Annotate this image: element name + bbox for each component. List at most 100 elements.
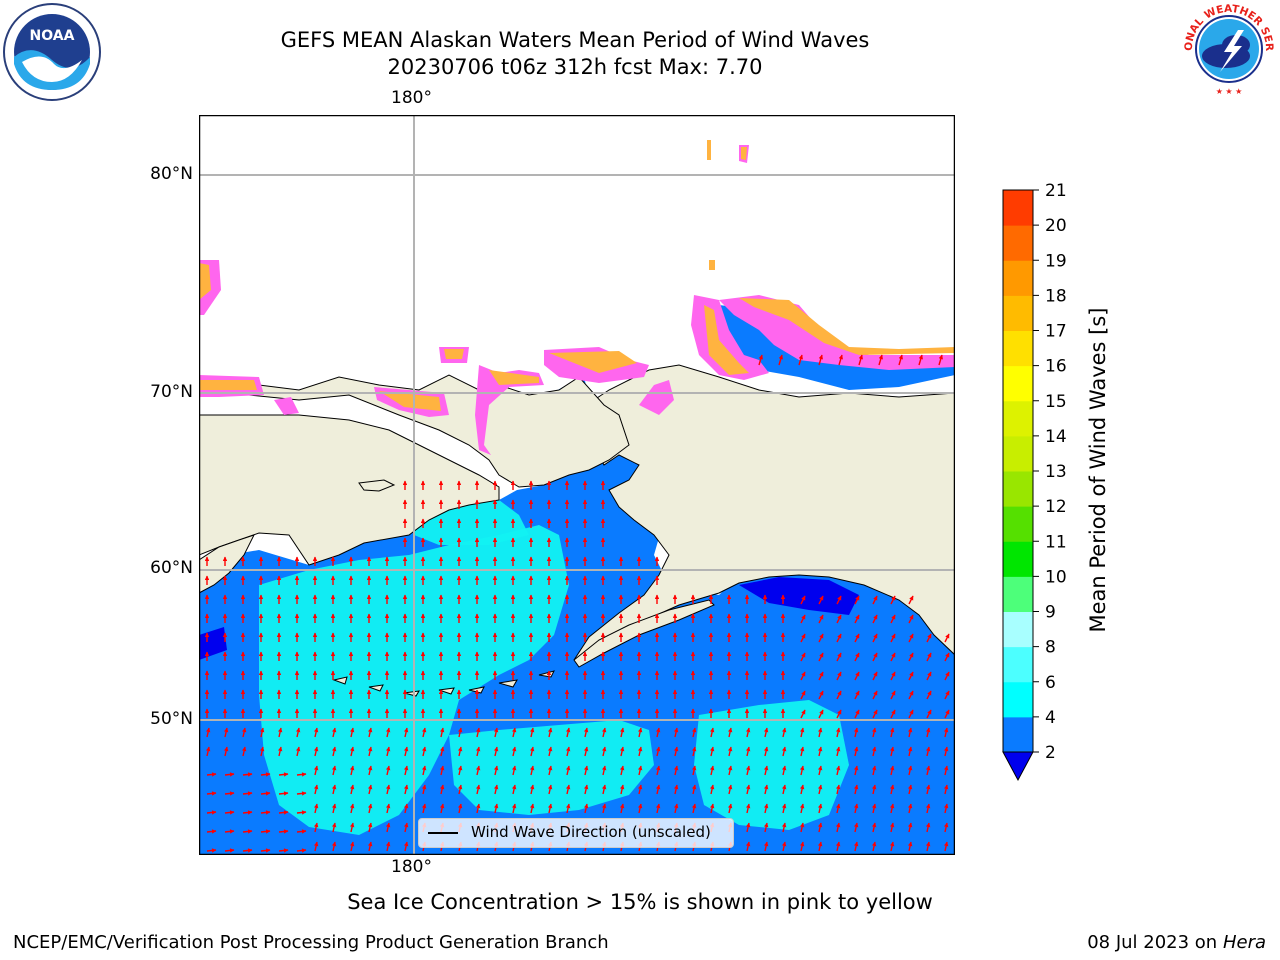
wind-arrow bbox=[673, 784, 679, 795]
wind-arrow bbox=[872, 633, 878, 643]
wind-arrow bbox=[872, 709, 878, 719]
bottom-lon-label: 180° bbox=[391, 857, 432, 877]
wind-arrow bbox=[907, 784, 913, 795]
wind-arrow bbox=[926, 652, 932, 662]
alaska-peninsula bbox=[573, 599, 715, 668]
wind-arrow bbox=[908, 614, 914, 624]
wind-arrow bbox=[260, 791, 271, 796]
wind-arrow bbox=[836, 652, 842, 662]
wind-arrow bbox=[925, 746, 931, 757]
wind-arrow bbox=[583, 784, 589, 795]
wind-arrow bbox=[637, 784, 643, 795]
wind-arrow bbox=[745, 746, 751, 757]
wind-arrow bbox=[349, 803, 355, 814]
wind-arrow bbox=[385, 822, 391, 833]
svg-text:★ ★ ★: ★ ★ ★ bbox=[1216, 87, 1243, 96]
wind-arrow bbox=[565, 803, 571, 814]
wind-arrow bbox=[799, 803, 805, 814]
wind-arrow bbox=[799, 727, 805, 738]
footer-date-text: 08 Jul 2023 on bbox=[1087, 932, 1223, 953]
wind-arrow bbox=[439, 746, 445, 757]
wind-arrow bbox=[835, 841, 841, 852]
wind-arrow bbox=[878, 354, 883, 366]
wind-arrow bbox=[403, 746, 409, 757]
wind-arrow bbox=[818, 633, 824, 643]
wind-arrow bbox=[331, 803, 337, 814]
colorbar-tick-label: 16 bbox=[1045, 357, 1067, 377]
wind-arrow bbox=[511, 803, 517, 814]
colorbar-tick-label: 18 bbox=[1045, 286, 1067, 306]
wind-arrow bbox=[673, 746, 679, 757]
wind-arrow bbox=[745, 822, 751, 833]
wind-arrow bbox=[854, 709, 860, 719]
wind-arrow bbox=[709, 765, 715, 776]
ocean-light-region-4 bbox=[694, 700, 849, 830]
wind-arrow bbox=[331, 841, 337, 852]
wind-arrow bbox=[872, 614, 878, 624]
wind-arrow bbox=[889, 803, 895, 814]
wind-arrow bbox=[907, 841, 913, 852]
wind-arrow bbox=[565, 765, 571, 776]
colorbar-segment bbox=[1003, 330, 1033, 367]
wind-arrow bbox=[242, 772, 253, 777]
wind-arrow bbox=[260, 829, 271, 834]
wind-arrow bbox=[727, 784, 733, 795]
wind-arrow bbox=[709, 784, 715, 795]
wind-arrow bbox=[818, 709, 824, 719]
wind-arrow bbox=[493, 765, 499, 776]
wind-arrow bbox=[798, 354, 803, 366]
wind-arrow bbox=[331, 727, 337, 738]
wind-arrow bbox=[349, 841, 355, 852]
wind-arrow bbox=[854, 652, 860, 662]
colorbar-segment bbox=[1003, 435, 1033, 472]
wind-arrow bbox=[403, 765, 409, 776]
colorbar-segment bbox=[1003, 365, 1033, 402]
wind-arrow bbox=[511, 784, 517, 795]
wind-arrow bbox=[367, 803, 373, 814]
wind-arrow bbox=[367, 822, 373, 833]
colorbar-svg: 2 4 6 8 9 10 11 12 13 14 15 16 17 18 19 20 21 bbox=[1002, 181, 1067, 782]
wind-arrow bbox=[854, 595, 860, 605]
wind-arrow bbox=[242, 791, 253, 796]
wind-arrow bbox=[727, 727, 733, 738]
wind-arrow bbox=[385, 765, 391, 776]
wind-arrow bbox=[763, 803, 769, 814]
wind-arrow bbox=[511, 765, 517, 776]
aleutian-islands bbox=[332, 670, 555, 697]
wind-arrow bbox=[871, 822, 877, 833]
wind-arrow bbox=[673, 765, 679, 776]
wind-arrow bbox=[907, 803, 913, 814]
lat-label-50: 50°N bbox=[150, 709, 193, 729]
wind-arrow bbox=[313, 746, 319, 757]
wind-arrow bbox=[889, 784, 895, 795]
wind-arrow bbox=[727, 746, 733, 757]
wind-arrow bbox=[745, 765, 751, 776]
wind-arrow bbox=[493, 803, 499, 814]
wind-arrow bbox=[871, 765, 877, 776]
wind-arrow bbox=[817, 765, 823, 776]
wind-arrow bbox=[853, 803, 859, 814]
noaa-logo: NOAA bbox=[2, 2, 102, 106]
wind-arrow bbox=[439, 765, 445, 776]
wind-arrow bbox=[331, 822, 337, 833]
wind-arrow bbox=[818, 652, 824, 662]
colorbar-tick-label: 12 bbox=[1045, 497, 1067, 517]
wind-arrow bbox=[944, 671, 950, 681]
wind-wave-arrows bbox=[204, 354, 950, 853]
wind-arrow bbox=[224, 829, 235, 834]
land-alaska bbox=[573, 364, 955, 661]
land-kamchatka bbox=[199, 534, 255, 594]
wind-arrow bbox=[925, 841, 931, 852]
wind-arrow bbox=[943, 746, 949, 757]
wind-arrow bbox=[296, 848, 307, 853]
wind-arrow bbox=[619, 803, 625, 814]
wind-arrow bbox=[206, 848, 217, 853]
wind-arrow bbox=[457, 765, 463, 776]
wind-arrow bbox=[709, 746, 715, 757]
wind-arrow bbox=[817, 727, 823, 738]
wind-arrow bbox=[637, 765, 643, 776]
wind-arrow bbox=[367, 746, 373, 757]
chart-subtitle: 20230706 t06z 312h fcst Max: 7.70 bbox=[387, 55, 763, 79]
wind-arrow bbox=[349, 727, 355, 738]
wind-arrow bbox=[853, 727, 859, 738]
